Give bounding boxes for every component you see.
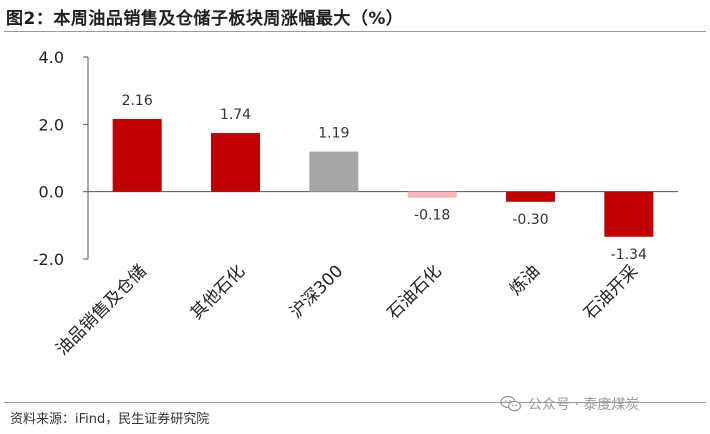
bar-chart: 4.0 2.0 0.0 -2.0 2.16 油品销售及仓储 1.74 其他石化 1.19 沪深30…: [33, 48, 678, 360]
data-label: -0.30: [512, 212, 548, 228]
y-tick-label: 2.0: [39, 115, 64, 134]
x-tick-label: 炼油: [506, 261, 544, 299]
bar: [309, 151, 359, 192]
bar: [211, 133, 260, 192]
wechat-icon: [500, 395, 522, 412]
data-label: 1.19: [318, 126, 349, 142]
footer-divider: [4, 402, 706, 403]
title-divider: [4, 31, 706, 32]
x-tick-label: 油品销售及仓储: [52, 261, 150, 359]
bar: [506, 191, 555, 202]
chart-title: 图2：本周油品销售及仓储子板块周涨幅最大（%）: [6, 9, 404, 29]
y-tick-label: 4.0: [39, 48, 64, 67]
watermark-text: 公众号 · 泰度煤炭: [528, 397, 640, 413]
y-tick-label: 0.0: [39, 183, 64, 202]
x-tick-label: 沪深300: [286, 261, 347, 322]
source-note: 资料来源：iFind，民生证券研究院: [10, 412, 210, 427]
x-tick-label: 其他石化: [187, 261, 249, 323]
x-tick-label: 石油石化: [383, 261, 445, 323]
watermark: 公众号 · 泰度煤炭: [500, 394, 639, 414]
bar: [112, 118, 162, 192]
x-tick-label: 石油开采: [580, 261, 642, 323]
data-label: -1.34: [611, 247, 647, 263]
y-tick-label: -2.0: [33, 250, 64, 269]
data-label: 1.74: [220, 107, 251, 123]
data-label: 2.16: [122, 93, 153, 109]
data-label: -0.18: [414, 208, 450, 224]
bar: [604, 191, 654, 237]
bar: [407, 191, 457, 198]
